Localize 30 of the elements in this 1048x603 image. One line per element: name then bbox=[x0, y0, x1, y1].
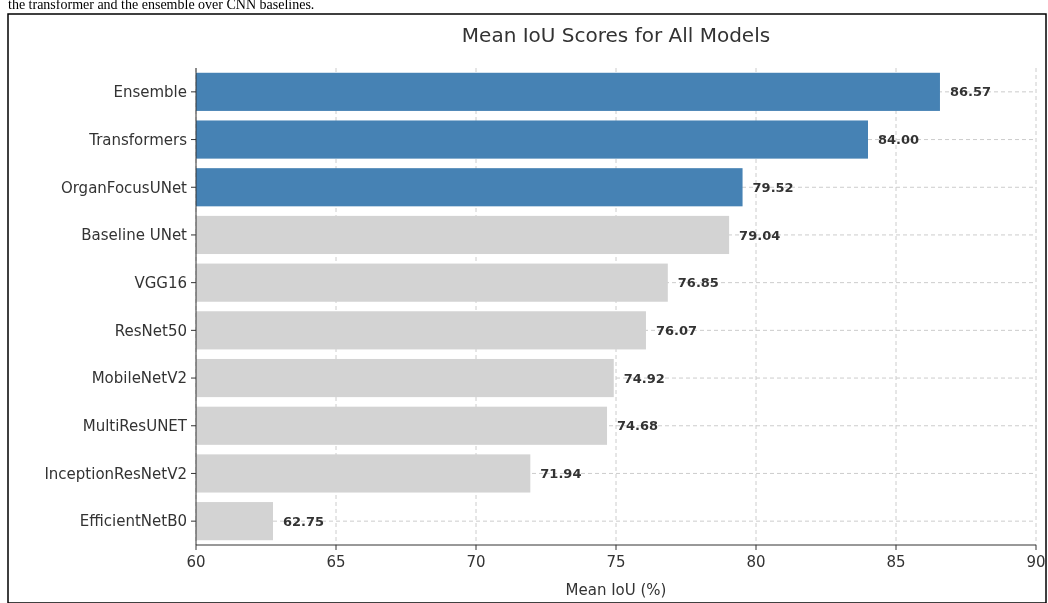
x-tick-label: 70 bbox=[466, 553, 486, 571]
y-tick-label: VGG16 bbox=[134, 273, 187, 292]
y-tick-label: Ensemble bbox=[113, 83, 187, 102]
data-label: 74.92 bbox=[623, 370, 665, 386]
x-tick-label: 60 bbox=[186, 553, 206, 571]
data-label: 79.52 bbox=[752, 179, 794, 195]
data-label: 74.68 bbox=[617, 418, 659, 434]
data-label: 79.04 bbox=[739, 227, 781, 243]
y-tick-label: Baseline UNet bbox=[81, 226, 188, 245]
x-tick-label: 90 bbox=[1026, 553, 1046, 571]
data-label: 76.85 bbox=[677, 275, 719, 291]
x-tick-label: 75 bbox=[606, 553, 626, 571]
y-tick-label: EfficientNetB0 bbox=[79, 512, 187, 531]
data-label: 71.94 bbox=[540, 466, 582, 481]
y-tick-label: Transformers bbox=[88, 130, 188, 149]
data-label: 84.00 bbox=[878, 132, 920, 148]
y-tick-label: ResNet50 bbox=[114, 321, 187, 340]
data-label: 86.57 bbox=[949, 84, 992, 100]
data-label: 76.07 bbox=[655, 322, 698, 338]
y-tick-label: OrganFocusUNet bbox=[60, 178, 188, 197]
y-tick-label: MultiResUNET bbox=[82, 417, 188, 435]
x-tick-label: 65 bbox=[326, 553, 346, 571]
x-axis-title: Mean IoU (%) bbox=[565, 581, 667, 599]
text: the transformer and the ensemble over CNN baselines. bbox=[8, 0, 315, 12]
y-tick-label: InceptionResNetV2 bbox=[44, 464, 187, 483]
data-label: 62.75 bbox=[283, 513, 325, 529]
x-tick-label: 85 bbox=[886, 553, 906, 571]
y-tick-label: MobileNetV2 bbox=[91, 369, 187, 388]
chart-title: Mean IoU Scores for All Models bbox=[461, 23, 771, 47]
x-tick-label: 80 bbox=[746, 553, 766, 571]
